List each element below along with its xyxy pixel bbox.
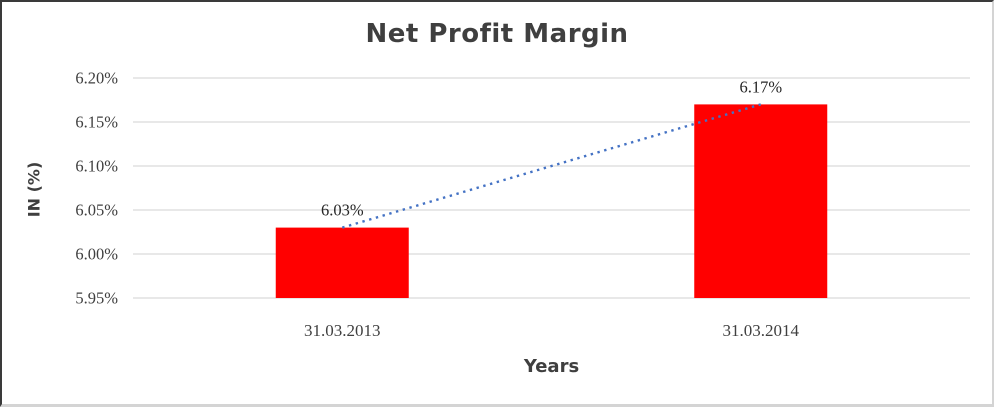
category-label: 31.03.2014 [723, 321, 800, 340]
y-tick-label: 6.20% [75, 69, 118, 88]
bar [275, 227, 409, 298]
y-tick-label: 6.05% [75, 201, 118, 220]
bar-data-label: 6.17% [739, 77, 782, 96]
y-axis-title: IN (%) [24, 161, 44, 218]
x-axis-title: Years [523, 356, 580, 377]
trendline [341, 103, 762, 229]
chart-title: Net Profit Margin [365, 19, 629, 49]
y-tick-label: 5.95% [75, 289, 118, 308]
y-tick-label: 6.15% [75, 113, 118, 132]
category-label: 31.03.2013 [304, 321, 381, 340]
bar [694, 104, 828, 299]
bar-data-label: 6.03% [321, 201, 364, 220]
y-tick-label: 6.00% [75, 245, 118, 264]
y-tick-label: 6.10% [75, 157, 118, 176]
